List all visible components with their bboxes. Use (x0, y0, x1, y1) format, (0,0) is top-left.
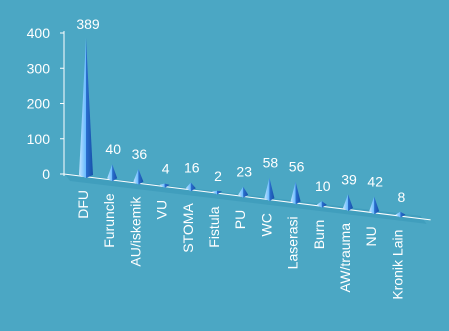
bar-STOMA (185, 182, 196, 192)
bar-Furuncle (107, 164, 118, 182)
y-tick-label: 400 (27, 25, 51, 41)
x-tick-label: NU (363, 226, 379, 246)
x-tick-label: Kronik Lain (389, 230, 405, 300)
x-tick-label: AU/iskemik (127, 196, 143, 267)
y-tick-label: 300 (27, 60, 51, 76)
bar-Laserasi (290, 181, 301, 205)
chart-axes: 0 100 200 300 400 (27, 25, 431, 221)
data-label: 8 (398, 189, 406, 205)
x-tick-label: AW/trauma (337, 223, 353, 293)
chart-labels: 389 40 36 4 16 2 23 58 56 10 39 42 8 DFU Furuncle AU/is… (75, 16, 406, 300)
data-label: 4 (162, 160, 170, 176)
x-tick-label: Laserasi (285, 216, 301, 269)
bar-AU/iskemik (133, 168, 144, 185)
x-tick-label: DFU (75, 190, 91, 219)
y-tick-label: 200 (27, 96, 51, 112)
bar-Kronik Lain (395, 211, 406, 218)
bar-WC (264, 177, 275, 202)
data-label: 56 (289, 159, 305, 175)
x-tick-label: STOMA (180, 203, 196, 253)
data-label: 389 (76, 16, 100, 32)
bar-DFU (79, 37, 93, 178)
x-tick-label: WC (258, 213, 274, 236)
data-label: 58 (263, 155, 279, 171)
chart-bars (79, 37, 406, 218)
y-tick-label: 0 (42, 166, 50, 182)
data-label: 40 (105, 141, 121, 157)
x-tick-label: Fistula (206, 206, 222, 247)
y-tick-label: 100 (27, 131, 51, 147)
bar-Burn (316, 201, 327, 208)
x-tick-label: Burn (311, 220, 327, 250)
data-label: 10 (315, 178, 331, 194)
bar-Fistula (212, 190, 222, 195)
data-label: 16 (184, 160, 200, 176)
data-label: 36 (132, 146, 148, 162)
data-label: 2 (214, 168, 222, 184)
x-tick-label: Furuncle (101, 193, 117, 248)
data-label: 42 (367, 173, 383, 189)
bar-AW/trauma (343, 194, 353, 211)
x-tick-label: PU (232, 210, 248, 229)
bar-VU (159, 183, 170, 188)
data-label: 23 (236, 164, 252, 180)
bar-NU (369, 196, 380, 215)
x-tick-label: VU (154, 200, 170, 219)
bar-PU (238, 186, 249, 198)
data-label: 39 (341, 171, 357, 187)
